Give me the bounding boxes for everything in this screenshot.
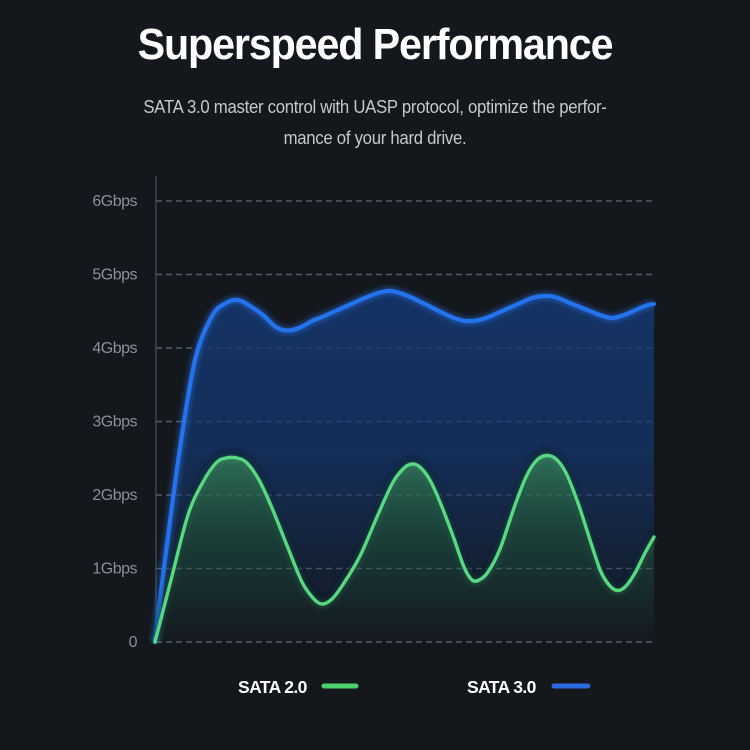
svg-text:3Gbps: 3Gbps [92, 414, 137, 431]
svg-text:1Gbps: 1Gbps [92, 561, 137, 578]
svg-text:4Gbps: 4Gbps [92, 340, 137, 357]
svg-text:6Gbps: 6Gbps [92, 193, 137, 210]
svg-text:0: 0 [129, 634, 138, 651]
svg-text:2Gbps: 2Gbps [92, 487, 137, 504]
svg-text:5Gbps: 5Gbps [92, 267, 137, 284]
svg-text:SATA 3.0: SATA 3.0 [467, 677, 537, 697]
svg-text:SATA 2.0: SATA 2.0 [238, 677, 308, 697]
